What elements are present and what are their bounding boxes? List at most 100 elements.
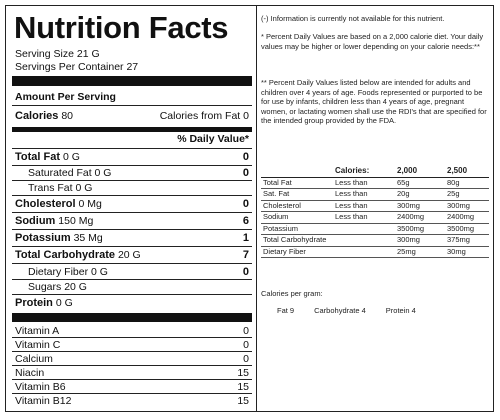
nutrient-dv: 0	[242, 198, 249, 210]
nutrient-name: Cholesterol	[15, 198, 76, 210]
nutrient-amount: 150 Mg	[58, 215, 94, 227]
calories-value: 80	[61, 110, 74, 122]
nutrient-name: Total Carbohydrate	[15, 249, 116, 261]
table-cell: 2400mg	[395, 211, 445, 224]
divider	[12, 165, 252, 166]
nutrient-name: Saturated Fat	[28, 167, 92, 179]
serving-size: Serving Size 21 G	[15, 48, 100, 60]
divider	[12, 294, 252, 295]
table-cell	[333, 234, 395, 247]
nutrient-name: Trans Fat	[28, 182, 73, 194]
table-row: Cholesterol Less than 300mg 300mg	[261, 200, 489, 212]
vitamin-value: 15	[237, 366, 249, 379]
nutrient-name: Potassium	[15, 232, 71, 244]
dv-2000-note: * Percent Daily Values are based on a 2,…	[261, 32, 484, 51]
table-cell: Total Fat	[261, 177, 333, 189]
nutrient-row-sugars: Sugars 20 G	[12, 279, 252, 295]
table-cell: 25mg	[395, 246, 445, 258]
table-row: Total Fat Less than 65g 80g	[261, 177, 489, 189]
nutrient-row-potassium: Potassium 35 Mg 1	[12, 230, 252, 246]
nutrition-label: Nutrition Facts Serving Size 21 G Servin…	[5, 5, 494, 412]
nutrient-dv: 0	[242, 167, 249, 179]
nutrient-dv: 7	[242, 249, 249, 261]
nutrient-dv: 1	[242, 232, 249, 244]
table-cell: 20g	[395, 188, 445, 201]
divider	[12, 393, 252, 394]
table-cell	[333, 223, 395, 235]
vitamin-name: Vitamin B6	[15, 380, 66, 393]
table-header	[261, 166, 333, 178]
vitamin-name: Niacin	[15, 366, 45, 379]
table-cell: 30mg	[445, 246, 489, 258]
table-cell: Less than	[333, 177, 395, 189]
nutrient-name: Total Fat	[15, 151, 61, 163]
divider	[12, 229, 252, 230]
divider	[12, 365, 252, 366]
nutrient-row-saturated-fat: Saturated Fat 0 G 0	[12, 165, 252, 181]
nutrient-row-total-fat: Total Fat 0 G 0	[12, 149, 252, 165]
nutrient-row-protein: Protein 0 G	[12, 295, 252, 311]
divider	[12, 246, 252, 247]
amount-per-serving-row: Amount Per Serving	[12, 89, 252, 105]
table-row: Sat. Fat Less than 20g 25g	[261, 188, 489, 201]
calories-per-gram-label: Calories per gram:	[261, 289, 323, 298]
table-row: Sodium Less than 2400mg 2400mg	[261, 211, 489, 224]
nutrition-facts-panel: Nutrition Facts Serving Size 21 G Servin…	[12, 6, 252, 411]
vitamin-value: 15	[237, 380, 249, 393]
calories-label: Calories	[15, 110, 59, 122]
vitamin-name: Vitamin C	[15, 338, 61, 351]
nutrient-amount: 0 G	[55, 297, 73, 309]
carbohydrate-per-gram: Carbohydrate 4	[314, 306, 366, 315]
thick-divider	[12, 76, 252, 86]
daily-values-table: Calories: 2,000 2,500 Total Fat Less tha…	[261, 166, 489, 258]
table-header: Calories:	[333, 166, 395, 178]
vitamin-value: 0	[243, 338, 249, 351]
daily-value-heading: % Daily Value*	[177, 133, 249, 145]
table-cell: 2400mg	[445, 211, 489, 224]
table-cell: Sat. Fat	[261, 188, 333, 201]
vitamin-name: Vitamin A	[15, 324, 60, 337]
nutrient-amount: 0 Mg	[78, 198, 102, 210]
table-row: Potassium 3500mg 3500mg	[261, 223, 489, 235]
nutrient-name: Sugars	[28, 281, 62, 293]
vitamin-value: 0	[243, 352, 249, 365]
table-header: 2,500	[445, 166, 489, 178]
table-cell: 375mg	[445, 234, 489, 247]
fat-per-gram: Fat 9	[277, 306, 295, 315]
footnotes-panel: (-) Information is currently not availab…	[261, 6, 491, 411]
vitamin-row: Calcium 0	[12, 352, 252, 365]
table-header: 2,000	[395, 166, 445, 178]
medium-divider	[12, 127, 252, 132]
vitamin-value: 0	[243, 324, 249, 337]
calories-per-gram-values: Fat 9 Carbohydrate 4 Protein 4	[277, 306, 416, 315]
table-cell: 3500mg	[395, 223, 445, 235]
table-cell: 3500mg	[445, 223, 489, 235]
nutrient-amount: 0 G	[94, 167, 112, 179]
nutrient-name: Protein	[15, 297, 53, 309]
divider	[12, 195, 252, 196]
divider	[12, 379, 252, 380]
amount-per-serving: Amount Per Serving	[15, 91, 116, 103]
table-row: Dietary Fiber 25mg 30mg	[261, 246, 489, 258]
nutrient-name: Dietary Fiber	[28, 266, 89, 278]
calories-row: Calories 80 Calories from Fat 0	[12, 108, 252, 124]
calories-from-fat-value: 0	[243, 110, 249, 122]
servings-per-container: Servings Per Container 27	[15, 61, 139, 73]
nutrient-dv: 6	[242, 215, 249, 227]
thick-divider	[12, 313, 252, 322]
protein-per-gram: Protein 4	[385, 306, 416, 315]
nutrient-amount: 35 Mg	[73, 232, 103, 244]
divider	[12, 337, 252, 338]
divider	[12, 263, 252, 264]
table-cell: Less than	[333, 200, 395, 212]
nutrient-row-dietary-fiber: Dietary Fiber 0 G 0	[12, 264, 252, 280]
divider	[12, 180, 252, 181]
table-cell: Sodium	[261, 211, 333, 224]
nutrient-dv: 0	[242, 151, 249, 163]
nutrient-row-trans-fat: Trans Fat 0 G	[12, 180, 252, 196]
nutrient-row-cholesterol: Cholesterol 0 Mg 0	[12, 196, 252, 212]
table-cell: Dietary Fiber	[261, 246, 333, 258]
vitamin-row: Vitamin C 0	[12, 338, 252, 351]
table-cell: 65g	[395, 177, 445, 189]
table-cell: 300mg	[445, 200, 489, 212]
